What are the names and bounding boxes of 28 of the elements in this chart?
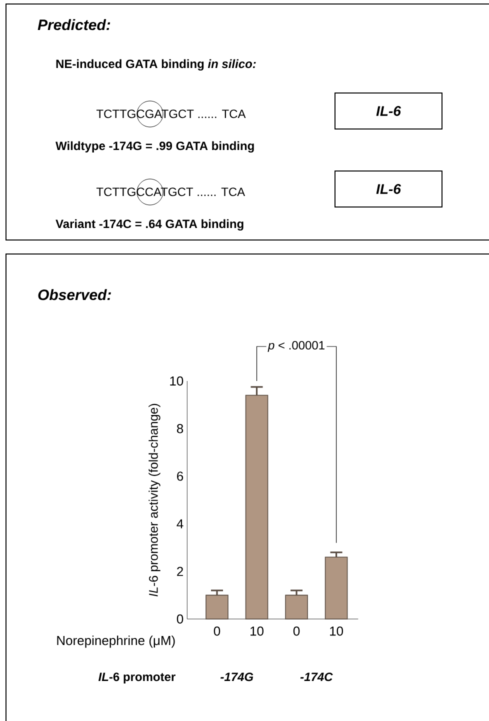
y-tick-label: 2 xyxy=(177,566,183,576)
text: IL-6 promoter xyxy=(98,672,176,684)
text: Variant -174C = .64 GATA binding xyxy=(56,219,244,231)
x-tick-label: 10 xyxy=(330,626,344,636)
text: Predicted: xyxy=(38,19,110,30)
y-tick-label: 10 xyxy=(170,376,184,386)
x-axis-title: Norepinephrine (μM) xyxy=(57,636,175,648)
text: -174G xyxy=(220,672,254,682)
text: TCTTGCGATGCT ...... TCA xyxy=(96,110,246,118)
x-tick-label: 0 xyxy=(214,626,220,636)
y-tick-label: 0 xyxy=(176,614,184,624)
y-tick-label: 6 xyxy=(177,472,184,481)
text: TCTTGCCATGCT ...... TCA xyxy=(96,188,246,196)
bar xyxy=(324,556,348,620)
text: p < .00001 xyxy=(268,341,324,352)
bar xyxy=(285,594,308,620)
y-tick-label: 4 xyxy=(176,519,184,528)
text: IL-6 xyxy=(376,184,402,194)
y-axis-title: IL-6 promoter activity (fold-change) xyxy=(148,404,160,596)
y-tick-label: 8 xyxy=(176,424,184,434)
text: IL-6 xyxy=(376,106,402,116)
x-tick-label: 10 xyxy=(250,626,264,636)
bar xyxy=(206,594,228,620)
text: -174C xyxy=(300,672,333,682)
chart-title: Observed: xyxy=(38,289,111,300)
text: NE-induced GATA binding in silico: xyxy=(56,59,256,71)
x-tick-label: 0 xyxy=(293,626,300,636)
text: Wildtype -174G = .99 GATA binding xyxy=(56,141,254,153)
